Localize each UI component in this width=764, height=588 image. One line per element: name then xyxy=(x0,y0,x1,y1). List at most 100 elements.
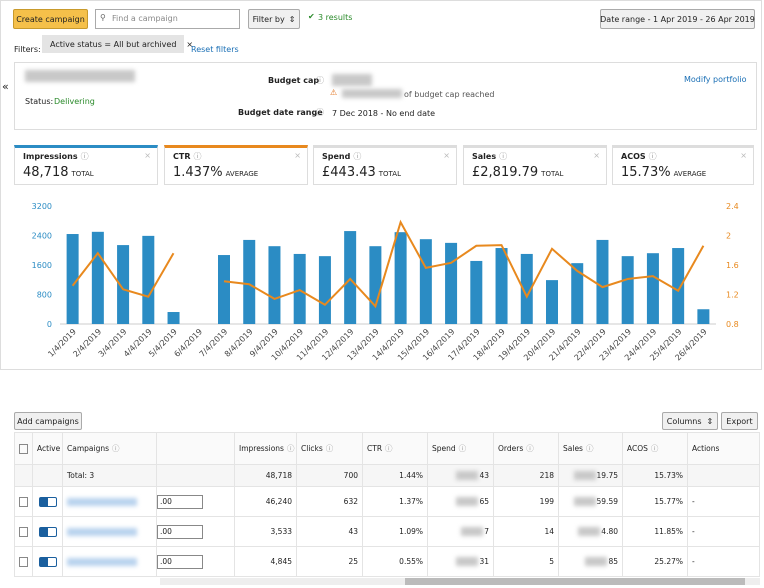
value-cell: 25.27% xyxy=(623,547,688,577)
value-cell: 85 xyxy=(559,547,623,577)
filter-caret: ⇕ xyxy=(288,14,296,24)
card-close[interactable]: × xyxy=(593,151,600,160)
metric-card[interactable]: Sales ⓘ £2,819.79 TOTAL × xyxy=(463,145,607,185)
metric-name-text: Impressions xyxy=(23,152,78,161)
cell-text: 19.75 xyxy=(596,471,618,480)
y-tick-label: 0 xyxy=(47,320,52,329)
export-button[interactable]: Export xyxy=(721,412,758,430)
card-close[interactable]: × xyxy=(740,151,747,160)
checkbox[interactable] xyxy=(19,556,28,567)
card-close[interactable]: × xyxy=(443,151,450,160)
metric-card[interactable]: Spend ⓘ £443.43 TOTAL × xyxy=(313,145,457,185)
header-cell xyxy=(157,432,235,465)
info-icon: ⓘ xyxy=(286,444,295,453)
cell-text: 5 xyxy=(549,557,554,566)
header-label: ACOS xyxy=(627,444,648,453)
checkbox[interactable] xyxy=(19,526,28,537)
campaign-name-blur[interactable] xyxy=(67,497,137,506)
cell-text: 31 xyxy=(479,557,489,566)
metric-card[interactable]: CTR ⓘ 1.437% AVERAGE × xyxy=(164,145,308,185)
modify-portfolio[interactable]: Modify portfolio xyxy=(684,75,747,84)
card-close[interactable]: × xyxy=(144,151,151,160)
card-close[interactable]: × xyxy=(294,151,301,160)
metric-card[interactable]: Impressions ⓘ 48,718 TOTAL × xyxy=(14,145,158,185)
active-toggle[interactable] xyxy=(38,556,57,567)
info-icon: ⓘ xyxy=(353,152,362,161)
header-label: Orders xyxy=(498,444,524,453)
blurred-amount xyxy=(573,497,596,506)
cell-text: 43 xyxy=(348,527,358,536)
y2-tick-label: 0.8 xyxy=(726,320,739,329)
total-cell: Total: 3 xyxy=(63,465,157,487)
checkbox[interactable] xyxy=(19,443,28,454)
reset-filters[interactable]: Reset filters xyxy=(191,45,239,54)
row-cell xyxy=(33,547,63,577)
cell-text: 48,718 xyxy=(265,471,292,480)
total-label: Total: 3 xyxy=(67,471,95,480)
row-cell xyxy=(63,487,157,517)
bar xyxy=(318,256,331,324)
status-value: Delivering xyxy=(54,97,95,106)
filter-button[interactable]: Filter by ⇕ xyxy=(248,9,300,29)
cell-text: 4,845 xyxy=(270,557,292,566)
blurred-amount xyxy=(578,527,601,536)
budget-text: .00 xyxy=(160,527,172,536)
y2-tick-label: 1.6 xyxy=(726,261,739,270)
metric-name: CTR ⓘ xyxy=(173,151,202,162)
header-cell: Orders ⓘ xyxy=(494,432,559,465)
budget-input[interactable]: .00 xyxy=(157,554,203,569)
value-cell: - xyxy=(688,517,760,547)
checkbox[interactable] xyxy=(19,496,28,507)
metric-value-row: 48,718 TOTAL xyxy=(23,165,94,180)
value-cell: 59.59 xyxy=(559,487,623,517)
metric-value: £2,819.79 xyxy=(472,165,539,180)
filter-chip[interactable]: Active status = All but archived × xyxy=(42,35,193,53)
budget-input[interactable]: .00 xyxy=(157,494,203,509)
header-cell: Clicks ⓘ xyxy=(297,432,363,465)
metric-name-text: ACOS xyxy=(621,152,646,161)
header-cell xyxy=(14,432,33,465)
budget-date-value: 7 Dec 2018 - No end date xyxy=(332,109,436,118)
header-cell: Impressions ⓘ xyxy=(235,432,297,465)
add-campaigns-button[interactable]: Add campaigns xyxy=(14,412,82,430)
chip-close[interactable]: × xyxy=(186,39,194,49)
columns-button[interactable]: Columns ⇕ xyxy=(662,412,718,430)
portfolio-box xyxy=(14,62,757,130)
total-cell xyxy=(688,465,760,487)
info-icon: ⓘ xyxy=(585,444,594,453)
info-icon: ⓘ xyxy=(112,444,120,453)
campaign-name-blur[interactable] xyxy=(67,527,137,536)
collapse-toggle[interactable]: « xyxy=(2,80,9,93)
header-label: Actions xyxy=(692,444,720,453)
value-cell: 0.55% xyxy=(363,547,428,577)
total-cell xyxy=(157,465,235,487)
search-icon: ⚲ xyxy=(100,13,106,22)
value-cell: 199 xyxy=(494,487,559,517)
blurred-amount xyxy=(456,471,479,480)
row-cell xyxy=(33,487,63,517)
cell-text: 14 xyxy=(544,527,554,536)
date-range-button[interactable]: Date range - 1 Apr 2019 - 26 Apr 2019 xyxy=(600,9,755,29)
bar xyxy=(344,231,357,324)
bar xyxy=(142,235,155,324)
row-cell: .00 xyxy=(157,547,235,577)
metric-kind: TOTAL xyxy=(378,170,401,178)
header-cell: CTR ⓘ xyxy=(363,432,428,465)
metric-name-text: Sales xyxy=(472,152,497,161)
value-cell: 1.37% xyxy=(363,487,428,517)
metric-name: ACOS ⓘ xyxy=(621,151,657,162)
blurred-amount xyxy=(456,557,479,566)
results-count: 3 results xyxy=(318,13,353,22)
value-cell: 5 xyxy=(494,547,559,577)
bar xyxy=(369,246,382,324)
header-label: Sales xyxy=(563,444,583,453)
value-cell: 700 xyxy=(297,465,363,487)
active-toggle[interactable] xyxy=(38,526,57,537)
create-campaign-button[interactable]: Create campaign xyxy=(13,9,88,29)
campaign-name-blur[interactable] xyxy=(67,557,137,566)
search-box[interactable]: ⚲ Find a campaign xyxy=(95,9,240,29)
scrollbar-thumb[interactable] xyxy=(405,578,745,585)
metric-card[interactable]: ACOS ⓘ 15.73% AVERAGE × xyxy=(612,145,754,185)
active-toggle[interactable] xyxy=(38,496,57,507)
budget-input[interactable]: .00 xyxy=(157,524,203,539)
